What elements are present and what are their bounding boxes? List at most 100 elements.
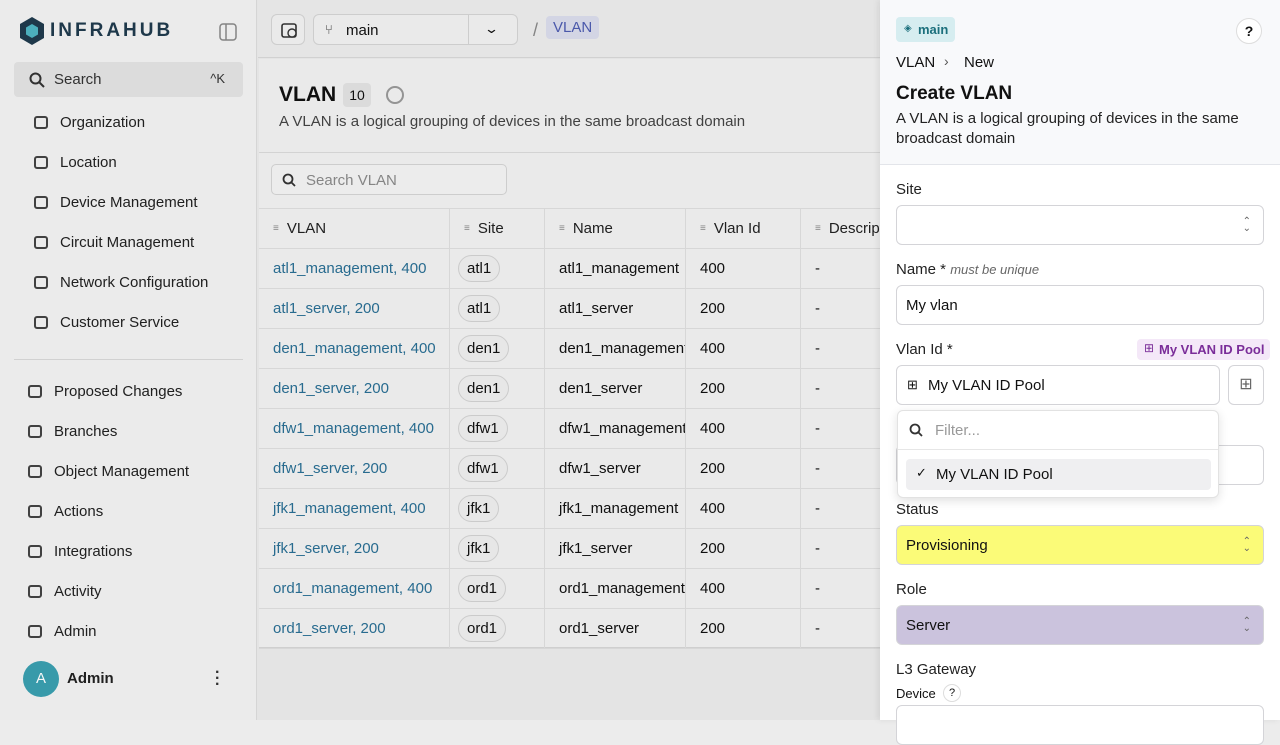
nav-item[interactable]: Organization (14, 102, 243, 142)
nav-item[interactable]: Device Management (14, 182, 243, 222)
search-box[interactable]: Search ^K (14, 62, 243, 97)
table-cell: den1_server, 200 (259, 369, 450, 409)
site-badge[interactable]: dfw1 (458, 415, 508, 442)
sub-label: Device (896, 686, 936, 701)
role-select[interactable]: Server ⌃ ⌄ (896, 605, 1264, 645)
nav-icon (34, 275, 48, 289)
table-cell: dfw1 (450, 449, 545, 489)
nav-item[interactable]: Integrations (6, 531, 235, 571)
nav-item[interactable]: Branches (6, 411, 235, 451)
site-badge[interactable]: atl1 (458, 295, 501, 322)
cell-text: jfk1_management (559, 500, 679, 517)
nav-icon (28, 464, 42, 478)
site-badge[interactable]: atl1 (458, 255, 501, 282)
row-link[interactable]: ord1_server, 200 (273, 620, 386, 637)
input-value: My VLAN ID Pool (928, 376, 1045, 394)
dropdown-option[interactable]: ✓ My VLAN ID Pool (906, 459, 1211, 490)
site-badge[interactable]: den1 (458, 335, 510, 362)
nav-item[interactable]: Circuit Management (14, 222, 243, 262)
vlan-id-input[interactable]: ⊞ My VLAN ID Pool (896, 365, 1220, 405)
breadcrumb-item: New (964, 54, 995, 71)
cell-text: - (815, 340, 820, 357)
page-description: A VLAN is a logical grouping of devices … (279, 113, 746, 130)
collapse-button[interactable] (219, 23, 237, 41)
nav-item[interactable]: Location (14, 142, 243, 182)
nav-icon (28, 624, 42, 638)
row-link[interactable]: den1_management, 400 (273, 340, 436, 357)
nav-item[interactable]: Object Management (6, 451, 235, 491)
avatar[interactable]: A (23, 661, 59, 697)
pool-button[interactable]: ⊞ (1228, 365, 1264, 405)
cell-text: den1_management (559, 340, 686, 357)
nav-item[interactable]: Customer Service (14, 302, 243, 342)
history-button[interactable] (271, 14, 305, 45)
nav-item[interactable]: Admin (6, 611, 235, 651)
table-cell: atl1 (450, 289, 545, 329)
row-link[interactable]: dfw1_server, 200 (273, 460, 388, 477)
site-badge[interactable]: jfk1 (458, 495, 500, 522)
table-search[interactable]: Search VLAN (271, 164, 507, 195)
device-select[interactable] (896, 705, 1264, 745)
site-badge[interactable]: den1 (458, 375, 510, 402)
cell-text: 200 (700, 540, 726, 557)
help-icon[interactable]: ? (943, 684, 961, 702)
cell-text: 200 (700, 460, 726, 477)
column-header[interactable]: ≡ Site (450, 209, 545, 249)
brand: INFRAHUB (50, 20, 174, 41)
refresh-button[interactable] (386, 86, 404, 104)
nav-item[interactable]: Network Configuration (14, 262, 243, 302)
table-cell: ord1_management, 400 (259, 569, 450, 609)
create-panel: main ◈ ? VLAN › New Create VLAN A VLAN i… (880, 0, 1280, 745)
row-link[interactable]: atl1_management, 400 (273, 260, 427, 277)
nav-item[interactable]: Actions (6, 491, 235, 531)
cell-text: - (815, 300, 820, 317)
table-cell: jfk1 (450, 529, 545, 569)
site-badge[interactable]: ord1 (458, 575, 507, 602)
table-cell: jfk1_management (545, 489, 686, 529)
table-cell: jfk1 (450, 489, 545, 529)
row-link[interactable]: dfw1_management, 400 (273, 420, 434, 437)
column-header[interactable]: ≡ Name (545, 209, 686, 249)
search-label: Search (54, 71, 102, 88)
cell-text: - (815, 420, 820, 437)
branch-selector[interactable]: ⑂ main ⌄ (313, 14, 518, 45)
breadcrumb-current[interactable]: VLAN (546, 16, 600, 39)
nav-item[interactable]: Proposed Changes (6, 371, 235, 411)
column-header[interactable]: ≡ VLAN (259, 209, 450, 249)
table-cell: ord1 (450, 609, 545, 649)
branch-badge: main (896, 17, 956, 42)
row-link[interactable]: jfk1_server, 200 (273, 540, 379, 557)
nav-icon (28, 544, 42, 558)
filter-placeholder[interactable]: Filter... (935, 422, 981, 439)
list-card: VLAN 10 A VLAN is a logical grouping of … (259, 59, 921, 649)
nav-label: Branches (54, 422, 118, 440)
name-input[interactable]: My vlan (896, 285, 1264, 325)
row-link[interactable]: atl1_server, 200 (273, 300, 380, 317)
table-cell: dfw1_server (545, 449, 686, 489)
column-icon: ≡ (464, 223, 470, 234)
nav-item[interactable]: Activity (6, 571, 235, 611)
breadcrumb-item[interactable]: VLAN (896, 54, 936, 71)
site-badge[interactable]: dfw1 (458, 455, 508, 482)
logo (20, 17, 44, 45)
site-badge[interactable]: ord1 (458, 615, 507, 642)
table-cell: ord1 (450, 569, 545, 609)
site-select[interactable]: ⌃ ⌄ (896, 205, 1264, 245)
table-cell: jfk1_management, 400 (259, 489, 450, 529)
table-cell: dfw1 (450, 409, 545, 449)
status-select[interactable]: Provisioning ⌃ ⌄ (896, 525, 1264, 565)
site-badge[interactable]: jfk1 (458, 535, 500, 562)
column-header[interactable]: ≡ Vlan Id (686, 209, 801, 249)
table-cell: 400 (686, 409, 801, 449)
row-link[interactable]: den1_server, 200 (273, 380, 389, 397)
overlay[interactable] (0, 0, 880, 720)
cell-text: 200 (700, 620, 726, 637)
row-link[interactable]: ord1_management, 400 (273, 580, 433, 597)
vlan-table: ≡ VLAN ≡ Site ≡ Name ≡ Vlan Id ≡ Description atl1_… (259, 208, 921, 649)
row-link[interactable]: jfk1_management, 400 (273, 500, 426, 517)
table-search-placeholder: Search VLAN (306, 172, 397, 189)
help-button[interactable]: ? (1236, 18, 1262, 44)
sidebar: INFRAHUB Search ^K Organization Location D… (0, 0, 257, 720)
user-menu[interactable]: · · · (215, 664, 221, 693)
table-cell: ord1_server, 200 (259, 609, 450, 649)
